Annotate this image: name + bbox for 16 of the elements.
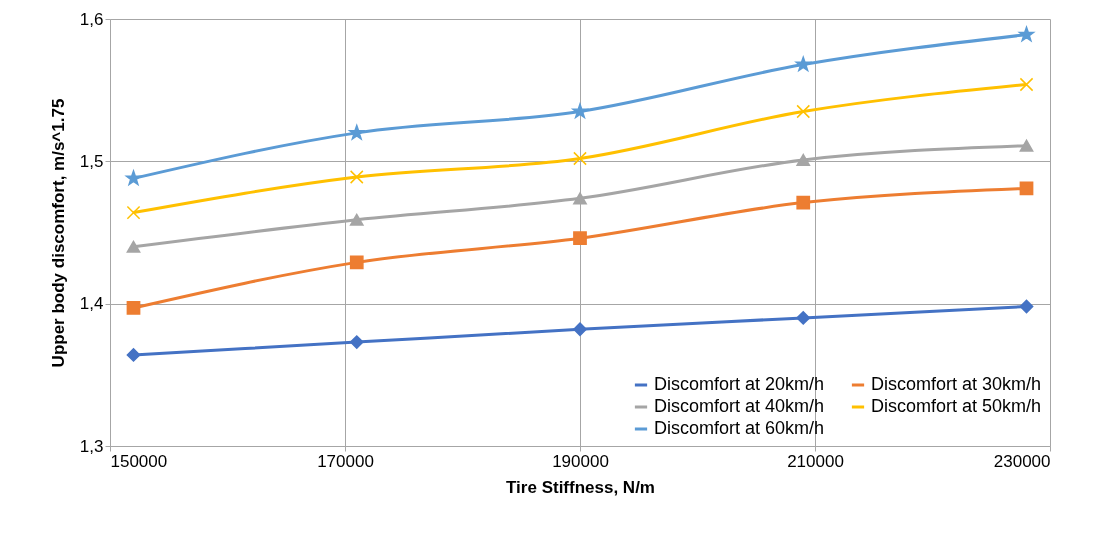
y-tick-label: 1,6 <box>79 9 104 29</box>
y-axis-title: Upper body discomfort, m/s^1.75 <box>48 98 68 368</box>
y-tick-label: 1,4 <box>79 294 104 314</box>
x-axis-title: Tire Stiffness, N/m <box>506 477 655 497</box>
x-tick-label: 170000 <box>317 451 374 471</box>
legend-label: Discomfort at 60km/h <box>654 418 825 438</box>
x-tick-label: 150000 <box>110 451 168 471</box>
legend-label: Discomfort at 20km/h <box>654 374 825 394</box>
y-tick-label: 1,3 <box>79 436 104 456</box>
x-tick-label: 210000 <box>787 451 844 471</box>
legend-label: Discomfort at 40km/h <box>654 396 825 416</box>
x-tick-label: 190000 <box>552 451 609 471</box>
legend-label: Discomfort at 30km/h <box>871 374 1042 394</box>
legend-label: Discomfort at 50km/h <box>871 396 1042 416</box>
x-tick-label: 230000 <box>993 451 1051 471</box>
y-tick-label: 1,5 <box>79 151 104 171</box>
